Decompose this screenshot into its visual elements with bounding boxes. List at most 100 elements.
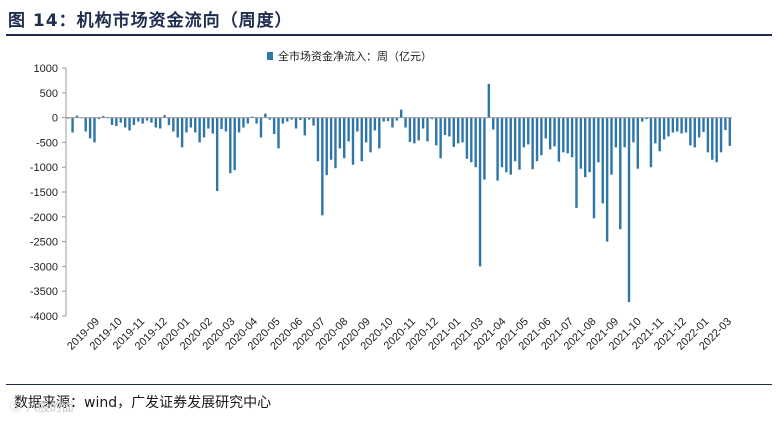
bar: [605, 117, 609, 242]
y-tick-label: -4000: [30, 311, 58, 323]
bar: [386, 117, 390, 122]
bar: [382, 117, 385, 122]
bar: [728, 117, 732, 146]
bar: [351, 117, 355, 165]
bar: [137, 117, 140, 122]
bar: [654, 117, 657, 144]
bar: [119, 117, 122, 123]
bar: [509, 117, 512, 175]
bar: [640, 117, 644, 122]
bar: [724, 117, 727, 130]
bar: [128, 117, 131, 131]
bar: [588, 117, 591, 173]
bar: [272, 117, 276, 134]
bar: [316, 117, 320, 162]
bar: [535, 117, 539, 162]
bar: [167, 117, 171, 126]
bar: [75, 115, 79, 118]
bar: [93, 117, 96, 143]
bar: [224, 117, 228, 132]
bar: [557, 117, 561, 162]
bar: [215, 117, 219, 192]
bar: [715, 117, 718, 163]
bar: [662, 117, 666, 140]
bar: [500, 117, 504, 168]
bar: [325, 117, 328, 176]
bar: [294, 117, 298, 129]
bar: [448, 117, 451, 137]
bar: [597, 117, 600, 163]
bar: [592, 117, 596, 219]
bar: [658, 117, 661, 152]
bar: [360, 117, 363, 162]
y-tick-label: -2000: [30, 212, 58, 224]
bar: [680, 117, 683, 134]
bar: [259, 117, 263, 138]
bar: [426, 117, 429, 142]
bar: [496, 117, 499, 181]
bar: [338, 117, 342, 149]
bar: [378, 117, 381, 149]
bar: [470, 117, 473, 163]
bar: [548, 117, 552, 150]
bar: [180, 117, 184, 148]
y-tick-label: -1500: [30, 187, 58, 199]
bar: [452, 117, 455, 147]
bar: [312, 117, 315, 126]
bar: [667, 117, 670, 137]
bar-chart: 全市场资金净流入：周（亿元） 1000 500 0 -500 -1000 -1500 -20…: [30, 49, 734, 353]
bar: [518, 117, 521, 170]
bar: [601, 117, 604, 204]
bar: [540, 117, 543, 156]
bar: [307, 117, 311, 120]
bar: [277, 117, 280, 149]
bar: [321, 117, 324, 216]
bar: [474, 117, 477, 168]
y-tick-label: -1000: [30, 162, 58, 174]
bar: [632, 117, 635, 143]
bar: [619, 117, 622, 230]
bar: [505, 117, 508, 173]
y-tick-label: 500: [40, 88, 58, 100]
bar: [71, 117, 74, 133]
bar: [676, 117, 679, 132]
bar: [553, 117, 556, 147]
bar: [671, 117, 675, 133]
bar-series: [66, 83, 732, 303]
bar: [141, 117, 144, 124]
bar: [211, 117, 214, 134]
bar: [115, 117, 118, 127]
bar: [229, 117, 232, 174]
y-axis: 1000 500 0 -500 -1000 -1500 -2000 -2500 -3000 -35…: [30, 63, 67, 323]
bar: [150, 117, 153, 123]
bar: [303, 117, 306, 136]
bar: [110, 117, 114, 126]
bar: [636, 117, 639, 169]
bar: [627, 117, 631, 303]
bar: [544, 117, 547, 139]
bar: [356, 117, 359, 132]
bar: [623, 117, 626, 148]
bar: [145, 117, 149, 121]
y-tick-label: -500: [36, 137, 58, 149]
bar: [527, 117, 530, 145]
y-tick-label: -3500: [30, 286, 58, 298]
bar: [97, 117, 101, 120]
bar: [570, 117, 574, 158]
bar: [456, 117, 460, 144]
bar: [513, 117, 517, 162]
bar: [684, 117, 688, 133]
bar: [417, 117, 420, 141]
bar: [132, 117, 136, 126]
bar: [202, 117, 206, 138]
bar: [290, 117, 293, 120]
bar: [281, 117, 285, 124]
bar: [88, 117, 92, 139]
bar: [465, 117, 469, 159]
bar: [461, 117, 464, 143]
bar: [719, 117, 723, 153]
bar: [233, 117, 236, 171]
bar: [237, 117, 241, 133]
bar: [413, 117, 416, 144]
bar: [478, 117, 482, 267]
